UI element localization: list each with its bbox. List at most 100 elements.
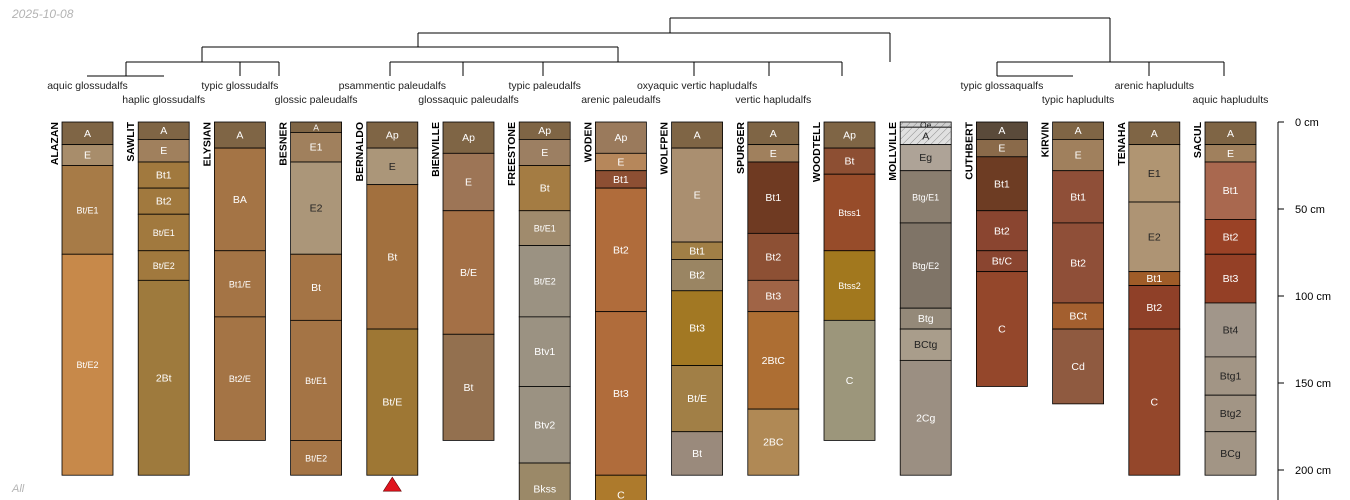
profile-name: MOLLVILLE	[887, 122, 899, 181]
horizon-label: E	[541, 147, 548, 159]
horizon	[1128, 285, 1181, 330]
profile-name: CUTHBERT	[963, 121, 975, 179]
horizon	[899, 170, 952, 224]
profile-name: BIENVILLE	[430, 122, 442, 177]
horizon-label: Bt/E1	[153, 228, 175, 238]
soil-profile: AE Bt1 Bt2 Bt/C C CUTHBERT	[963, 121, 1028, 387]
profile-name: TENAHA	[1116, 122, 1128, 166]
horizon-label: A	[84, 128, 91, 140]
horizon	[671, 290, 723, 366]
taxon-label: arenic paleudalfs	[581, 94, 660, 106]
horizon	[1128, 328, 1181, 476]
horizon-label: Bt	[311, 282, 321, 294]
horizon-label: Oe	[920, 120, 932, 130]
taxon-label: psammentic paleudalfs	[339, 80, 446, 92]
soil-profile: OeA Eg Btg/E1 Btg/E2 Btg BCtg 2Cg MOLLVILLE	[887, 120, 952, 476]
profile-name: ALAZAN	[49, 122, 61, 165]
profile-name: FREESTONE	[506, 122, 518, 186]
profile-name: BERNALDO	[354, 122, 366, 182]
soil-profile: A E Bt1 Bt2 BCt Cd KIRVIN	[1040, 121, 1104, 405]
horizon	[1204, 219, 1257, 255]
horizon-label: Bt/E2	[534, 277, 556, 287]
horizon	[976, 271, 1028, 387]
horizon-label: E	[770, 148, 777, 160]
depth-tick-label: 200 cm	[1295, 465, 1331, 477]
horizon-label: BCtg	[914, 339, 938, 351]
profile-name: KIRVIN	[1040, 122, 1052, 157]
horizon-label: Btg/E2	[912, 261, 939, 271]
horizon	[899, 144, 952, 172]
horizon-label: A	[1075, 125, 1082, 137]
taxon-label: aquic glossudalfs	[47, 80, 128, 92]
horizon-label: Bt1	[689, 245, 705, 257]
profile-name: WODEN	[582, 122, 594, 162]
horizon-label: Bt/E2	[76, 360, 98, 370]
horizon	[1052, 138, 1104, 172]
horizon	[61, 165, 114, 255]
taxon-label: typic paleudalfs	[509, 80, 581, 92]
horizon-label: BCg	[1220, 448, 1241, 460]
horizon-label: A	[998, 125, 1005, 137]
horizon-label: Ap	[538, 125, 551, 137]
horizon	[518, 210, 571, 246]
horizon-label: Bkss	[533, 484, 556, 496]
horizon-label: Bt/E	[687, 393, 707, 405]
horizon-label: C	[1151, 397, 1159, 409]
profile-name: WOLFPEN	[659, 122, 671, 175]
horizon-label: 2Bt	[156, 372, 172, 384]
horizon-label: Btg	[918, 313, 934, 325]
horizon-label: Bt/E1	[534, 224, 556, 234]
taxon-label: oxyaquic vertic hapludalfs	[637, 80, 757, 92]
horizon-label: A	[770, 128, 777, 140]
horizon	[1128, 201, 1181, 273]
profile-name: SACUL	[1192, 121, 1204, 158]
horizon	[137, 187, 190, 215]
horizon	[290, 161, 343, 255]
horizon-label: Bt2	[156, 196, 172, 208]
horizon-label: Bt1	[1223, 185, 1239, 197]
horizon	[1052, 328, 1104, 405]
depth-tick-label: 0 cm	[1295, 117, 1319, 129]
soil-profile: A E1 E2 Bt1 Bt2 C TENAHA	[1116, 122, 1181, 476]
horizon-label: Ap	[386, 130, 399, 142]
horizon-label: E1	[310, 142, 323, 154]
horizon-label: E	[160, 145, 167, 157]
horizon-label: Bt1	[156, 170, 172, 182]
taxon-label: arenic hapludults	[1115, 80, 1194, 92]
taxon-label: glossic paleudalfs	[275, 94, 358, 106]
horizon-label: Bt	[845, 156, 855, 168]
horizon-label: A	[694, 130, 701, 142]
horizon	[518, 316, 571, 387]
soil-profile: AE Bt1 Bt2 Bt3 Bt4 Btg1 Btg2 BCg SACUL	[1192, 121, 1257, 476]
profile-name: WOODTELL	[811, 121, 823, 182]
horizon-label: Bt/C	[992, 256, 1013, 268]
horizon-label: E	[694, 190, 701, 202]
horizon	[747, 279, 800, 313]
date-stamp: 2025-10-08	[12, 7, 74, 21]
horizon-label: Bt2	[1070, 257, 1086, 269]
profile-name: BESNER	[278, 122, 290, 166]
horizon-label: 2BtC	[762, 355, 786, 367]
taxon-label: glossaquic paleudalfs	[418, 94, 518, 106]
horizon-label: Ap	[462, 132, 475, 144]
horizon-label: Bt3	[689, 323, 705, 335]
horizon	[137, 279, 190, 476]
horizon-label: B/E	[460, 267, 477, 279]
horizon	[1052, 222, 1104, 304]
soil-profile: Ap E Bt Bt/E1 Bt/E2 Btv1 Btv2 Bkss FREESTONE	[506, 121, 571, 500]
horizon	[671, 431, 723, 476]
horizon	[137, 161, 190, 189]
horizon-label: C	[998, 324, 1006, 336]
depth-tick-label: 150 cm	[1295, 378, 1331, 390]
soil-profile: A E1 E2 Bt Bt/E1 Bt/E2 BESNER	[278, 122, 343, 476]
horizon	[442, 210, 495, 335]
horizon-label: Ap	[843, 130, 856, 142]
horizon-label: Bt1	[1146, 273, 1162, 285]
soil-profile: AE Bt1 Bt2 Bt3 2BtC 2BC SPURGER	[735, 122, 800, 476]
horizon	[213, 316, 266, 441]
horizon-label: E	[998, 143, 1005, 155]
horizon	[976, 156, 1028, 212]
horizon	[823, 250, 876, 321]
horizon-label: E2	[1148, 231, 1161, 243]
